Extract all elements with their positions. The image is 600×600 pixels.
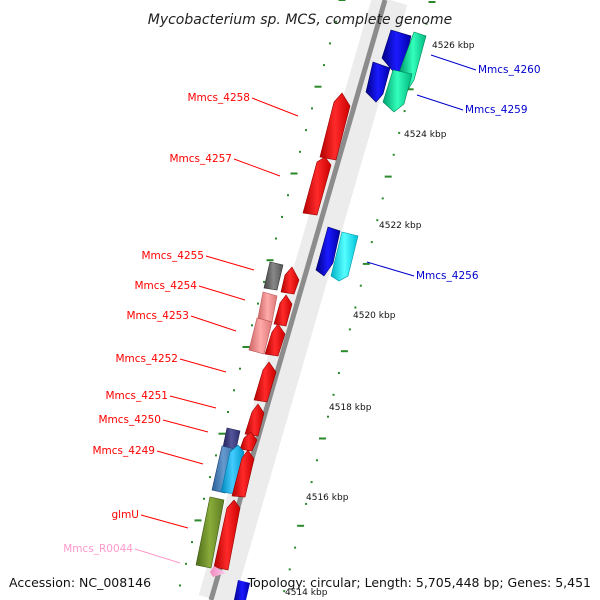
gene-mmcs-4255[interactable] <box>263 261 300 295</box>
gene-mmcs-4257[interactable] <box>302 156 332 216</box>
gene-label-glmu: glmU <box>112 509 140 521</box>
gene-label-mmcs-4255: Mmcs_4255 <box>141 250 204 262</box>
gene-mmcs-4254[interactable] <box>257 291 293 327</box>
gene-label-mmcs-4260: Mmcs_4260 <box>478 64 541 76</box>
gene-label-mmcs-4250: Mmcs_4250 <box>98 414 161 426</box>
gene-mmcs-4251[interactable] <box>244 403 265 437</box>
map-title: Mycobacterium sp. MCS, complete genome <box>148 12 453 28</box>
gene-mmcs-4253[interactable] <box>248 317 286 357</box>
gene-mmcs-4252[interactable] <box>253 361 277 403</box>
kbp-label-4514: 4514 kbp <box>285 588 328 598</box>
genome-backbone <box>208 0 388 600</box>
genome-summary-text: Topology: circular; Length: 5,705,448 bp… <box>247 575 591 590</box>
accession-text: Accession: NC_008146 <box>9 575 151 590</box>
gene-mmcs-4250[interactable] <box>222 427 258 452</box>
gene-mmcs-4259[interactable] <box>365 61 413 113</box>
backbone-shadow <box>198 0 408 600</box>
gene-label-mmcs-4252: Mmcs_4252 <box>115 353 178 365</box>
gene-label-mmcs-4258: Mmcs_4258 <box>187 92 250 104</box>
gene-label-mmcs-4257: Mmcs_4257 <box>169 153 232 165</box>
gene-label-mmcs-4253: Mmcs_4253 <box>126 310 189 322</box>
inner-tick-dots <box>179 0 346 587</box>
gene-label-mmcs-4249: Mmcs_4249 <box>92 445 155 457</box>
gene-mmcs-r0044[interactable] <box>210 566 226 577</box>
kbp-label-4524: 4524 kbp <box>404 130 447 140</box>
kbp-label-4518: 4518 kbp <box>329 403 372 413</box>
gene-label-mmcs-4259: Mmcs_4259 <box>465 104 528 116</box>
feature-bottom-blue <box>234 580 250 600</box>
gene-mmcs-4258[interactable] <box>319 92 351 161</box>
label-leader-lines <box>134 54 477 564</box>
kbp-label-4520: 4520 kbp <box>353 311 396 321</box>
gene-label-mmcs-4251: Mmcs_4251 <box>105 390 168 402</box>
gene-label-mmcs-4254: Mmcs_4254 <box>134 280 197 292</box>
kbp-label-4516: 4516 kbp <box>306 493 349 503</box>
kbp-label-4526: 4526 kbp <box>432 41 475 51</box>
gene-label-mmcs-4256: Mmcs_4256 <box>416 270 479 282</box>
gene-label-mmcs-r0044: Mmcs_R0044 <box>63 543 133 555</box>
kbp-label-4522: 4522 kbp <box>379 221 422 231</box>
gene-glmu[interactable] <box>195 496 241 571</box>
gene-mmcs-4249[interactable] <box>211 444 255 498</box>
gene-mmcs-4256[interactable] <box>315 226 359 282</box>
